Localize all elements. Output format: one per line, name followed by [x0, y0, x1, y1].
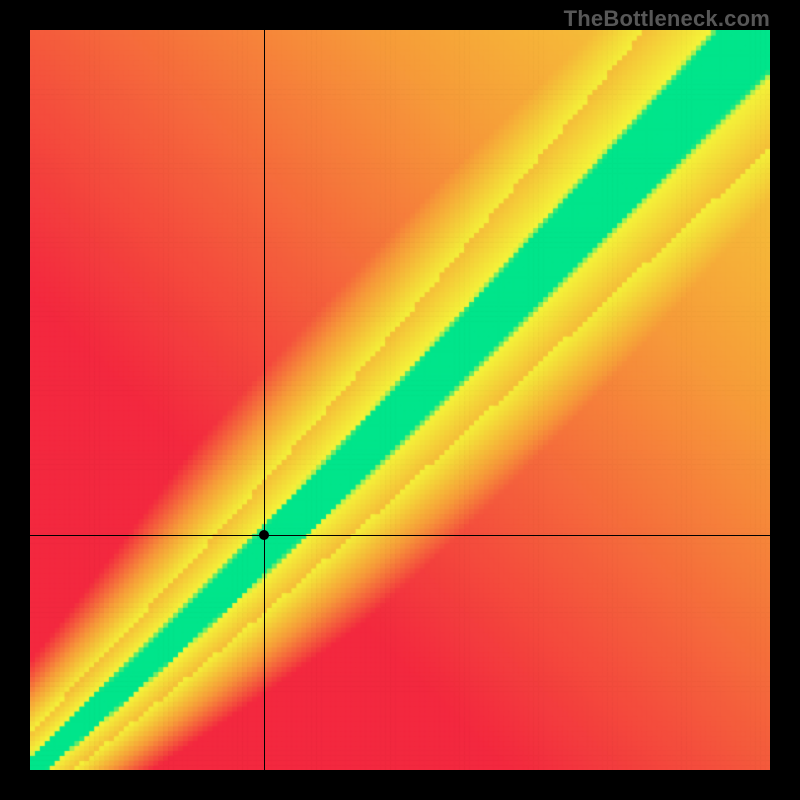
watermark-text: TheBottleneck.com: [564, 6, 770, 32]
chart-container: TheBottleneck.com: [0, 0, 800, 800]
crosshair-horizontal: [30, 535, 770, 536]
heatmap-canvas: [30, 30, 770, 770]
crosshair-vertical: [264, 30, 265, 770]
marker-dot: [259, 530, 269, 540]
heatmap-plot: [30, 30, 770, 770]
